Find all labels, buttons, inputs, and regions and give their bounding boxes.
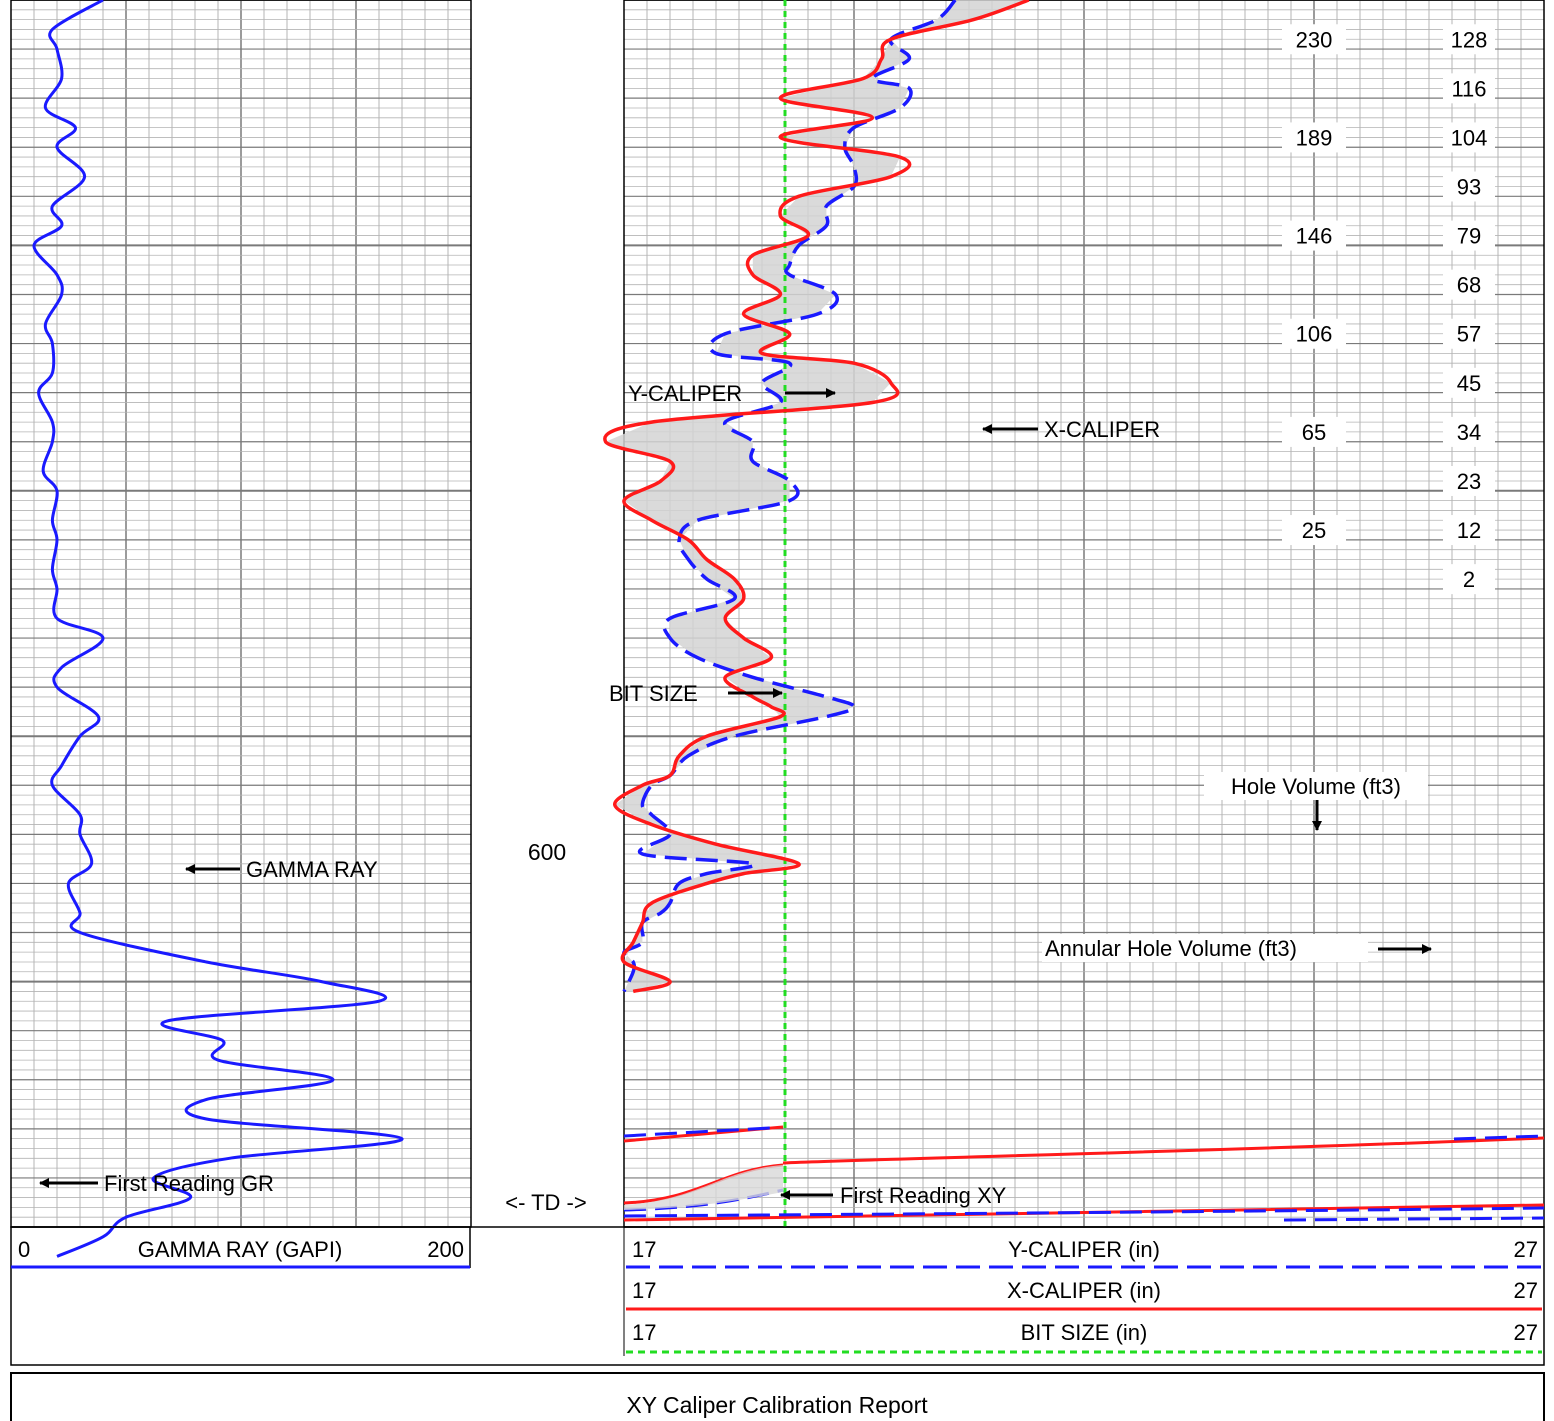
legend-y-name: Y-CALIPER (in) [1008,1237,1160,1262]
annular-volume-label: Annular Hole Volume (ft3) [1045,936,1297,961]
gamma-ray-curve [32,0,404,1258]
legend-bit-size: 17 BIT SIZE (in) 27 [626,1320,1542,1354]
report-title-box: XY Caliper Calibration Report [10,1372,1545,1421]
annotation-first-reading-gr: First Reading GR [39,1171,274,1196]
legend-y-min: 17 [632,1237,656,1262]
hole-volume-tick: 189 [1296,125,1333,150]
annular-volume-tick: 2 [1463,567,1475,592]
gamma-ray-label: GAMMA RAY [246,857,378,882]
annotation-bit-size: BIT SIZE [609,681,783,706]
bottom-fill [624,1165,783,1210]
annular-volume-tick: 57 [1457,322,1481,347]
tick-bg [1443,318,1495,349]
first-reading-gr-label: First Reading GR [104,1171,274,1196]
annular-volume-tick: 34 [1457,420,1481,445]
legend-x-min: 17 [632,1278,656,1303]
legend-gamma-name: GAMMA RAY (GAPI) [138,1237,343,1262]
legend-x-max: 27 [1514,1278,1538,1303]
annular-volume-tick: 116 [1451,76,1486,101]
legend-gamma-min: 0 [18,1237,30,1262]
legend-y-caliper: 17 Y-CALIPER (in) 27 [626,1237,1542,1269]
legend-bit-max: 27 [1514,1320,1538,1345]
annotation-annular-volume: Annular Hole Volume (ft3) [1042,934,1432,962]
bit-size-label: BIT SIZE [609,681,698,706]
y-caliper-label: Y-CALIPER [628,381,742,406]
annular-volume-tick: 93 [1457,175,1481,200]
tick-bg [1282,416,1346,447]
tick-bg [1282,24,1346,55]
tick-bg [1443,515,1495,546]
annotation-hole-volume: Hole Volume (ft3) [1204,772,1428,831]
annular-volume-tick: 79 [1457,224,1481,249]
tick-bg [1282,220,1346,251]
first-reading-xy-label: First Reading XY [840,1183,1007,1208]
legend-gamma-ray: 0 GAMMA RAY (GAPI) 200 [11,1237,470,1269]
x-caliper-curve [603,0,1030,994]
hole-volume-label: Hole Volume (ft3) [1231,774,1401,799]
td-label: <- TD -> [505,1190,587,1215]
tick-bg [1443,465,1495,496]
annular-volume-tick: 104 [1451,125,1488,150]
tick-bg [1282,122,1346,153]
legend-x-name: X-CALIPER (in) [1007,1278,1161,1303]
caliper-track: 230 189 146 106 65 25 128 116 104 93 79 68 57 45 34 23 1… [603,0,1545,1228]
tick-bg [1443,171,1495,202]
tick-bg [1443,73,1495,104]
hole-volume-tick: 25 [1302,518,1326,543]
caliper-difference-fill [605,0,1029,992]
annotation-first-reading-xy: First Reading XY [780,1183,1007,1208]
caliper-grid [624,0,1544,1228]
gamma-ray-track [10,0,472,1258]
hole-volume-tick: 146 [1296,224,1333,249]
legend-x-caliper: 17 X-CALIPER (in) 27 [626,1278,1542,1311]
y-caliper-sweep [623,1126,1545,1141]
tick-bg [1443,564,1495,595]
annotation-y-caliper: Y-CALIPER [628,381,836,406]
legend-gamma-max: 200 [427,1237,464,1262]
annular-volume-tick: 23 [1457,469,1481,494]
tick-bg [1443,416,1495,447]
hole-volume-tick: 65 [1302,420,1326,445]
annotation-gamma-ray: GAMMA RAY [185,857,378,882]
tick-bg [1443,220,1495,251]
x-caliper-label: X-CALIPER [1044,417,1160,442]
depth-label: 600 [528,839,566,865]
tick-bg [1443,269,1495,300]
tick-bg [1443,122,1495,153]
annular-volume-tick: 128 [1451,27,1488,52]
tick-bg [1282,318,1346,349]
legend: 0 GAMMA RAY (GAPI) 200 17 Y-CALIPER (in)… [10,1226,1545,1366]
legend-y-max: 27 [1514,1237,1538,1262]
annotation-x-caliper: X-CALIPER [982,417,1160,442]
tick-bg [1282,515,1346,546]
legend-bit-name: BIT SIZE (in) [1021,1320,1148,1345]
annular-volume-tick: 45 [1457,371,1481,396]
report-title: XY Caliper Calibration Report [626,1392,928,1418]
annular-volume-tick: 12 [1457,518,1481,543]
caliper-fill [605,0,1029,992]
tick-bg [1443,24,1495,55]
tick-bg [1443,367,1495,398]
annular-volume-tick: 68 [1457,273,1481,298]
volume-ticks: 230 189 146 106 65 25 128 116 104 93 79 68 57 45 34 23 1… [1282,24,1495,595]
hole-volume-tick: 230 [1296,27,1333,52]
legend-bit-min: 17 [632,1320,656,1345]
hole-volume-tick: 106 [1296,322,1333,347]
